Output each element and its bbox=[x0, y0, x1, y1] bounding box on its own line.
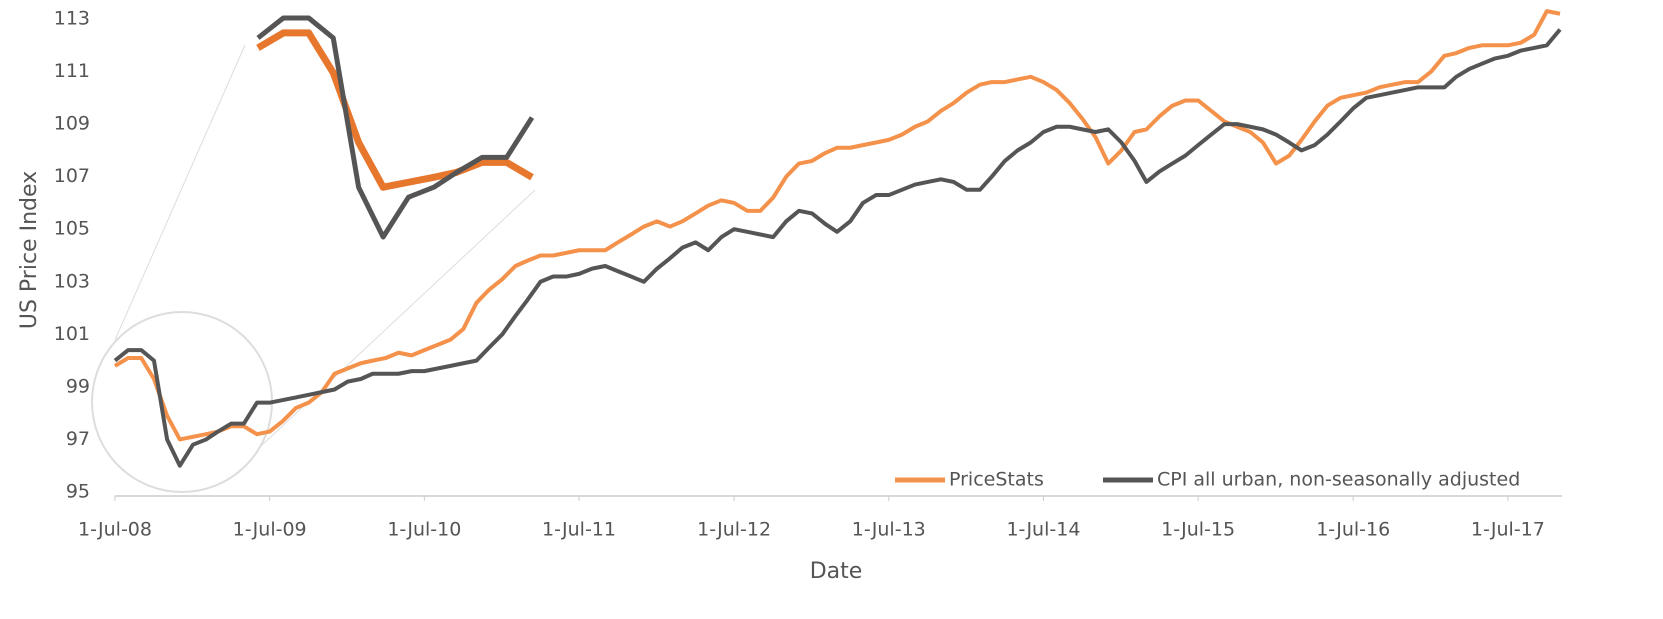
x-tick-label: 1-Jul-08 bbox=[78, 519, 152, 541]
x-tick-label: 1-Jul-16 bbox=[1316, 519, 1390, 541]
x-tick-label: 1-Jul-15 bbox=[1161, 519, 1235, 541]
y-tick-label: 113 bbox=[54, 8, 90, 30]
legend-label: PriceStats bbox=[949, 469, 1044, 491]
y-tick-label: 97 bbox=[66, 428, 90, 450]
y-tick-label: 101 bbox=[54, 323, 90, 345]
series-line bbox=[113, 28, 1562, 468]
y-tick-label: 105 bbox=[54, 218, 90, 240]
y-tick-label: 109 bbox=[54, 113, 90, 135]
y-tick-label: 111 bbox=[54, 60, 90, 82]
y-tick-label: 107 bbox=[54, 165, 90, 187]
zoom-connector bbox=[114, 44, 246, 341]
legend-label: CPI all urban, non-seasonally adjusted bbox=[1157, 469, 1520, 491]
x-tick-label: 1-Jul-14 bbox=[1006, 519, 1080, 541]
x-tick-label: 1-Jul-17 bbox=[1471, 519, 1545, 541]
x-tick-label: 1-Jul-11 bbox=[542, 519, 616, 541]
inset-line bbox=[256, 15, 535, 240]
y-tick-label: 99 bbox=[66, 375, 90, 397]
x-tick-label: 1-Jul-13 bbox=[852, 519, 926, 541]
x-axis-label: Date bbox=[810, 559, 863, 584]
x-tick-label: 1-Jul-12 bbox=[697, 519, 771, 541]
x-tick-label: 1-Jul-10 bbox=[387, 519, 461, 541]
series-line bbox=[113, 9, 1561, 442]
y-axis-label: US Price Index bbox=[17, 171, 42, 329]
x-tick-label: 1-Jul-09 bbox=[233, 519, 307, 541]
y-tick-label: 103 bbox=[54, 270, 90, 292]
inset-line bbox=[256, 29, 534, 191]
y-tick-label: 95 bbox=[66, 481, 90, 503]
